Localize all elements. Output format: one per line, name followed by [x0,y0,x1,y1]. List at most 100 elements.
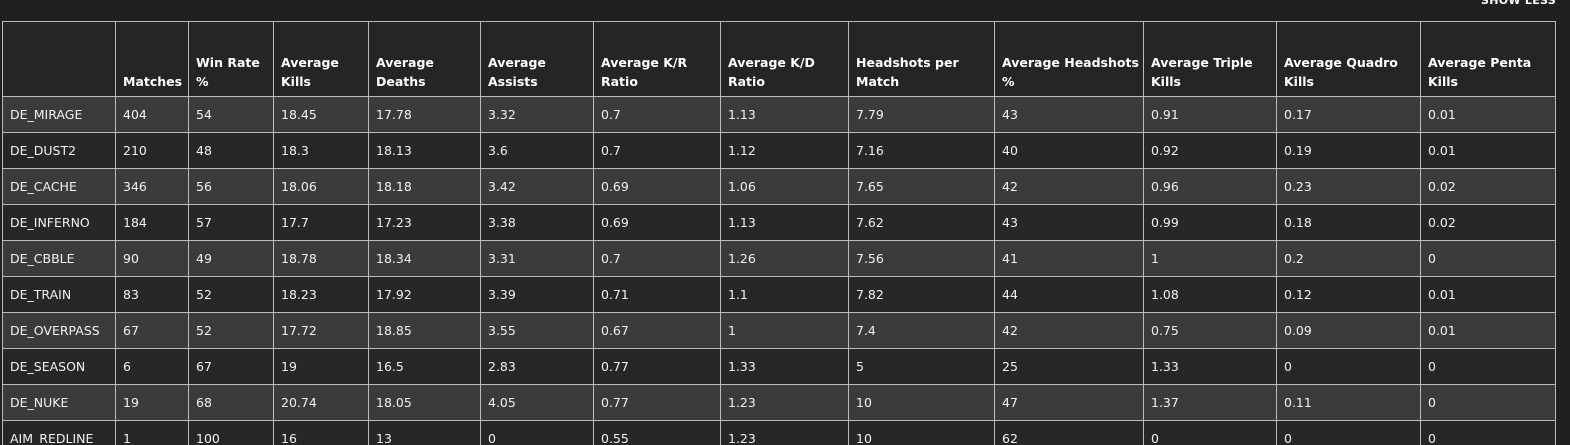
stat-cell: 1.23 [720,384,849,421]
stat-cell: 19 [273,348,369,385]
stat-cell: 0.01 [1420,96,1556,133]
stat-cell: 7.16 [848,132,995,169]
column-header: Average Kills [273,21,369,97]
table-row: DE_INFERNO 184 57 17.7 17.23 3.38 0.69 1.13 7.62… [2,204,1556,241]
stat-cell: 20.74 [273,384,369,421]
stat-cell: 1.26 [720,240,849,277]
stat-cell: 0.55 [593,420,721,445]
stat-cell: 0.96 [1143,168,1277,205]
stat-cell: 404 [115,96,189,133]
stat-cell: 0.67 [593,312,721,349]
stat-cell: 1.12 [720,132,849,169]
stat-cell: 83 [115,276,189,313]
stat-cell: 0.7 [593,96,721,133]
stat-cell: 346 [115,168,189,205]
stat-cell: 3.32 [480,96,594,133]
stat-cell: 43 [994,96,1144,133]
stat-cell: 17.92 [368,276,481,313]
stat-cell: 1.23 [720,420,849,445]
stat-cell: 0.02 [1420,168,1556,205]
stat-cell: 2.83 [480,348,594,385]
stat-cell: 18.18 [368,168,481,205]
column-header: Win Rate % [188,21,274,97]
stat-cell: 0 [1276,348,1421,385]
stat-cell: 18.23 [273,276,369,313]
stat-cell: 0.18 [1276,204,1421,241]
map-name-cell: DE_CACHE [2,168,116,205]
stat-cell: 57 [188,204,274,241]
stat-cell: 7.56 [848,240,995,277]
table-row: DE_OVERPASS 67 52 17.72 18.85 3.55 0.67 1 7.4 42 0… [2,312,1556,349]
map-name-cell: AIM_REDLINE [2,420,116,445]
stat-cell: 0.12 [1276,276,1421,313]
column-header: Headshots per Match [848,21,995,97]
stat-cell: 19 [115,384,189,421]
stat-cell: 67 [188,348,274,385]
stat-cell: 42 [994,312,1144,349]
stat-cell: 18.13 [368,132,481,169]
stat-cell: 3.6 [480,132,594,169]
header-map-column [2,21,116,97]
stat-cell: 0.11 [1276,384,1421,421]
stat-cell: 1 [720,312,849,349]
column-header: Average Deaths [368,21,481,97]
stat-cell: 68 [188,384,274,421]
column-header: Average Triple Kills [1143,21,1277,97]
stat-cell: 7.4 [848,312,995,349]
stat-cell: 1.33 [720,348,849,385]
stat-cell: 0.09 [1276,312,1421,349]
stat-cell: 49 [188,240,274,277]
map-name-cell: DE_NUKE [2,384,116,421]
stat-cell: 18.85 [368,312,481,349]
stat-cell: 3.42 [480,168,594,205]
stat-cell: 0.75 [1143,312,1277,349]
stat-cell: 1 [115,420,189,445]
stat-cell: 0.01 [1420,312,1556,349]
table-row: DE_CACHE 346 56 18.06 18.18 3.42 0.69 1.06 7.65 4… [2,168,1556,205]
stat-cell: 67 [115,312,189,349]
stat-cell: 90 [115,240,189,277]
column-header: Average Headshots % [994,21,1144,97]
stat-cell: 184 [115,204,189,241]
stat-cell: 0 [1420,384,1556,421]
stat-cell: 52 [188,276,274,313]
stat-cell: 10 [848,384,995,421]
stat-cell: 3.55 [480,312,594,349]
map-name-cell: DE_INFERNO [2,204,116,241]
table-row: AIM_REDLINE 1 100 16 13 0 0.55 1.23 10 62 0 0 0 [2,420,1556,445]
stat-cell: 1.37 [1143,384,1277,421]
stat-cell: 3.31 [480,240,594,277]
header-row: Matches Win Rate % Average Kills Average De… [2,21,1556,97]
table-row: DE_DUST2 210 48 18.3 18.13 3.6 0.7 1.12 7.16 40 0.… [2,132,1556,169]
stat-cell: 0.77 [593,348,721,385]
table-row: DE_CBBLE 90 49 18.78 18.34 3.31 0.7 1.26 7.56 41 1… [2,240,1556,277]
column-header: Average K/R Ratio [593,21,721,97]
stat-cell: 0.19 [1276,132,1421,169]
stat-cell: 0 [1276,420,1421,445]
stat-cell: 0.01 [1420,276,1556,313]
stat-cell: 56 [188,168,274,205]
map-name-cell: DE_CBBLE [2,240,116,277]
stat-cell: 7.65 [848,168,995,205]
column-header: Average Penta Kills [1420,21,1556,97]
stat-cell: 48 [188,132,274,169]
table-body: DE_MIRAGE 404 54 18.45 17.78 3.32 0.7 1.13 7.79 4… [2,96,1556,445]
stat-cell: 0.7 [593,240,721,277]
show-less-toggle[interactable]: SHOW LESS [1480,0,1556,7]
stat-cell: 0.69 [593,204,721,241]
column-header: Matches [115,21,189,97]
stat-cell: 3.39 [480,276,594,313]
stat-cell: 62 [994,420,1144,445]
stat-cell: 0 [480,420,594,445]
stat-cell: 1.06 [720,168,849,205]
stat-cell: 4.05 [480,384,594,421]
stat-cell: 41 [994,240,1144,277]
stat-cell: 18.78 [273,240,369,277]
stat-cell: 54 [188,96,274,133]
map-name-cell: DE_DUST2 [2,132,116,169]
table-row: DE_NUKE 19 68 20.74 18.05 4.05 0.77 1.23 10 47 1.3… [2,384,1556,421]
stat-cell: 5 [848,348,995,385]
stat-cell: 52 [188,312,274,349]
stat-cell: 18.45 [273,96,369,133]
stat-cell: 44 [994,276,1144,313]
